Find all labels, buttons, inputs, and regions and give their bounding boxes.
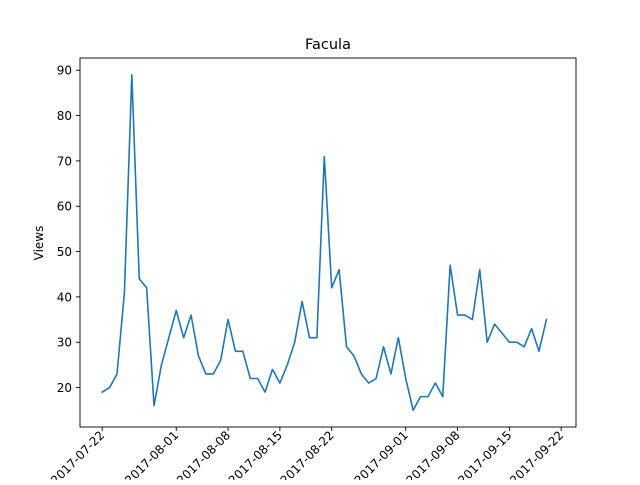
y-tick-label: 20 (57, 381, 72, 395)
y-tick-label: 80 (57, 109, 72, 123)
y-tick-label: 40 (57, 290, 72, 304)
y-tick-label: 30 (57, 336, 72, 350)
y-tick-label: 90 (57, 64, 72, 78)
y-tick-label: 70 (57, 154, 72, 168)
y-tick-label: 50 (57, 245, 72, 259)
plot-frame (79, 57, 577, 428)
y-tick-label: 60 (57, 200, 72, 214)
y-axis-label: Views (32, 226, 46, 261)
chart-title: Facula (305, 37, 351, 53)
series-line-0 (101, 73, 548, 412)
